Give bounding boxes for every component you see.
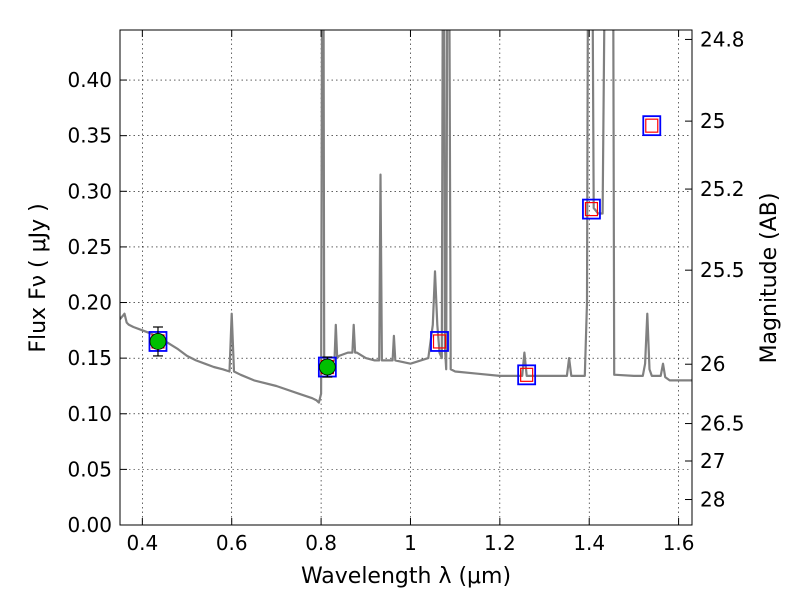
y2-tick-label: 25.5 (700, 258, 745, 282)
y-tick-label: 0.35 (67, 124, 112, 148)
plot-frame (119, 29, 693, 526)
y-tick-label: 0.25 (67, 235, 112, 259)
observed-point (149, 333, 167, 350)
plot-area-background (120, 30, 692, 525)
x-tick-label: 1.6 (663, 531, 695, 555)
axis-ticks: 0.4 0.6 0.8 1 1.2 1.4 1.6 0.00 0.05 0.10 0.15 0.20 0… (67, 27, 744, 555)
observed-point (318, 358, 336, 376)
x-tick-label: 1.2 (484, 531, 516, 555)
y-tick-label: 0.15 (67, 346, 112, 370)
model-point-inner (645, 118, 659, 133)
model-point-outer (430, 331, 449, 352)
model-point-outer (582, 198, 601, 220)
y2-tick-label: 25 (700, 109, 725, 133)
y-axis-label: Flux Fν ( μJy ) (26, 203, 51, 352)
x-tick-label: 0.8 (305, 531, 337, 555)
x-tick-label: 1.4 (573, 531, 605, 555)
model-point-outer (517, 364, 537, 386)
x-axis-label: Wavelength λ (μm) (301, 564, 511, 589)
y-tick-label: 0.40 (67, 68, 112, 92)
y-tick-label: 0.10 (67, 402, 112, 426)
model-point-outer (642, 115, 662, 137)
x-tick-label: 1 (404, 531, 417, 555)
model-point-inner (584, 201, 599, 217)
y2-tick-label: 27 (700, 449, 725, 473)
y2-tick-label: 26.5 (700, 412, 745, 436)
x-tick-label: 0.6 (216, 531, 248, 555)
points-layer (148, 115, 662, 386)
model-point-inner (520, 367, 534, 382)
x-tick-label: 0.4 (126, 531, 158, 555)
y-tick-label: 0.30 (67, 179, 112, 203)
y2-axis-label: Magnitude (AB) (757, 193, 782, 364)
y-tick-label: 0.00 (67, 513, 112, 537)
y-tick-label: 0.20 (67, 291, 112, 315)
y2-tick-label: 24.8 (700, 27, 745, 51)
y2-tick-label: 25.2 (700, 177, 745, 201)
y2-tick-label: 28 (700, 488, 725, 512)
y2-tick-label: 26 (700, 352, 725, 376)
model-point-inner (432, 334, 447, 349)
y-tick-label: 0.05 (67, 457, 112, 481)
